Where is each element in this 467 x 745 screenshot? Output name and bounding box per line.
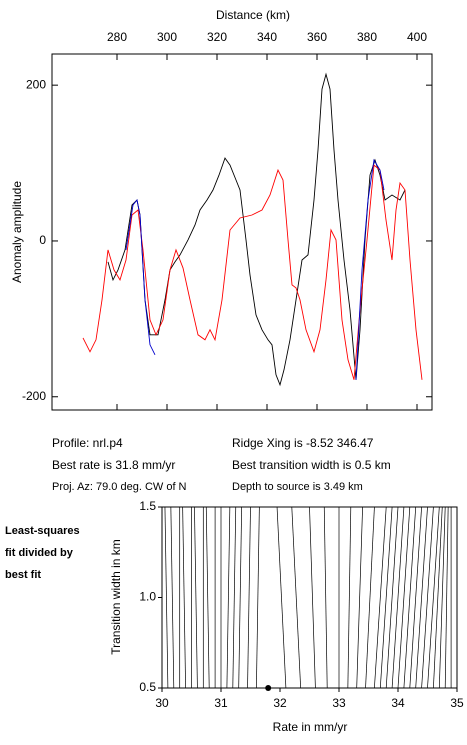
y-axis-title: Anomaly amplitude <box>10 181 24 283</box>
bottom-plot-frame <box>161 506 458 689</box>
contour-line <box>276 506 287 689</box>
info-text: Proj. Az: 79.0 deg. CW of N <box>52 481 187 493</box>
contour-line <box>238 506 242 689</box>
x-axis-title: Distance (km) <box>216 8 290 22</box>
contour-line <box>205 506 210 689</box>
contour-line <box>438 506 446 689</box>
x-tick-label: 400 <box>407 30 427 44</box>
top-plot-frame <box>51 53 433 411</box>
contour-line <box>256 506 260 689</box>
y-tick-label: 1.0 <box>139 590 156 604</box>
x-tick-label: 34 <box>391 696 405 710</box>
contour-line <box>415 506 428 689</box>
contour-line <box>379 506 393 689</box>
contour-line <box>409 506 422 689</box>
contour-line <box>356 506 363 689</box>
x-tick-label: 30 <box>155 696 169 710</box>
y-tick-label: 200 <box>26 77 46 91</box>
note: best fit <box>5 569 41 581</box>
data-line <box>107 72 406 387</box>
contour-line <box>170 506 175 689</box>
info-text: Profile: nrl.p4 <box>52 436 123 450</box>
contour-line <box>397 506 411 689</box>
contour-line <box>427 506 440 689</box>
contour-line <box>323 506 328 689</box>
note: fit divided by <box>5 547 74 559</box>
y-tick-label: 0 <box>39 233 46 247</box>
x-tick-label: 33 <box>332 696 346 710</box>
contour-line <box>232 506 237 689</box>
x-axis-title: Rate in mm/yr <box>273 720 348 734</box>
x-tick-label: 32 <box>273 696 287 710</box>
contour-line <box>374 506 387 689</box>
x-tick-label: 360 <box>307 30 327 44</box>
note: Least-squares <box>5 525 80 537</box>
info-text: Best transition width is 0.5 km <box>232 458 391 472</box>
contour-line <box>391 506 405 689</box>
x-tick-label: 380 <box>357 30 377 44</box>
contour-line <box>226 506 231 689</box>
x-tick-label: 35 <box>450 696 464 710</box>
contour-line <box>403 506 417 689</box>
contour-line <box>247 506 251 689</box>
contour-line <box>421 506 434 689</box>
x-tick-label: 340 <box>257 30 277 44</box>
contour-line <box>347 506 352 689</box>
contour-line <box>164 506 169 689</box>
x-tick-label: 320 <box>207 30 227 44</box>
contour-line <box>291 506 301 689</box>
y-tick-label: 0.5 <box>139 680 156 694</box>
contour-line <box>385 506 399 689</box>
best-fit-point <box>265 685 272 691</box>
info-text: Ridge Xing is -8.52 346.47 <box>232 436 374 450</box>
x-tick-label: 31 <box>214 696 228 710</box>
contour-line <box>194 506 198 689</box>
info-text: Best rate is 31.8 mm/yr <box>52 458 175 472</box>
contour-line <box>365 506 375 689</box>
contour-line <box>182 506 186 689</box>
contour-line <box>309 506 316 689</box>
x-tick-label: 300 <box>157 30 177 44</box>
data-line <box>125 158 385 380</box>
contour-line <box>433 506 443 689</box>
y-tick-label: -200 <box>22 389 46 403</box>
y-axis-title: Transition width in km <box>109 539 123 655</box>
y-tick-label: 1.5 <box>139 499 156 513</box>
data-line <box>82 164 423 380</box>
contour-line <box>444 506 449 689</box>
info-text: Depth to source is 3.49 km <box>232 481 363 493</box>
x-tick-label: 280 <box>107 30 127 44</box>
